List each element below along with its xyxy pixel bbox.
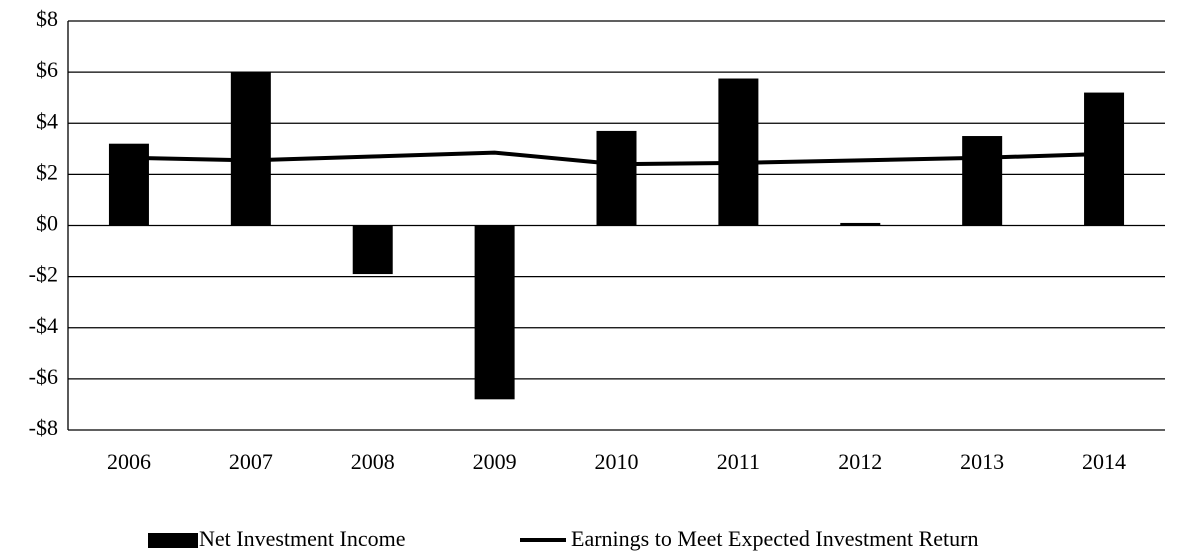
x-tick-label: 2006	[107, 449, 151, 474]
bar	[1084, 92, 1125, 226]
legend-label: Earnings to Meet Expected Investment Ret…	[571, 526, 979, 551]
y-tick-label: -$4	[29, 313, 58, 338]
line	[128, 150, 1105, 167]
bar	[230, 72, 271, 226]
bar	[718, 78, 759, 226]
x-tick-label: 2010	[595, 449, 639, 474]
x-tick-label: 2011	[717, 449, 760, 474]
y-tick-label: -$8	[29, 415, 58, 440]
x-tick-label: 2013	[960, 449, 1004, 474]
y-tick-label: $8	[36, 6, 58, 31]
y-tick-label: -$2	[29, 262, 58, 287]
bar	[840, 222, 881, 226]
y-tick-label: $2	[36, 159, 58, 184]
bar	[596, 130, 637, 226]
x-tick-label: 2014	[1082, 449, 1126, 474]
y-tick-label: $0	[36, 211, 58, 236]
y-tick-label: $4	[36, 108, 58, 133]
x-tick-label: 2009	[473, 449, 517, 474]
x-tick-label: 2012	[838, 449, 882, 474]
legend-swatch	[148, 533, 198, 548]
bar	[108, 143, 149, 226]
bar	[962, 136, 1003, 226]
legend-label: Net Investment Income	[199, 526, 406, 551]
x-tick-label: 2008	[351, 449, 395, 474]
y-tick-label: -$6	[29, 364, 58, 389]
bar	[474, 225, 515, 400]
y-tick-label: $6	[36, 57, 58, 82]
bar	[352, 225, 393, 275]
x-tick-label: 2007	[229, 449, 273, 474]
